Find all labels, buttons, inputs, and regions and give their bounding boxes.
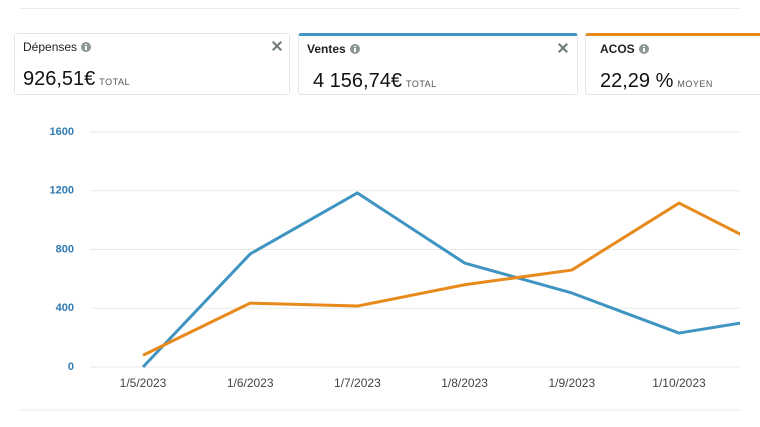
card-unit: TOTAL xyxy=(405,79,437,89)
card-title: ACOS xyxy=(600,42,649,56)
card-title-text: Dépenses xyxy=(23,40,78,54)
card-value: 22,29 % xyxy=(600,70,674,92)
y-tick-label: 1200 xyxy=(50,185,74,197)
series-line xyxy=(141,191,740,369)
y-tick-label: 400 xyxy=(56,302,74,314)
x-tick-label: 1/9/2023 xyxy=(548,376,595,390)
info-icon[interactable] xyxy=(638,44,649,54)
series-line xyxy=(142,201,740,357)
y-tick-label: 800 xyxy=(56,243,74,255)
metric-card[interactable]: Dépenses 926,51€ TOTAL xyxy=(14,33,290,95)
plot-area xyxy=(141,191,740,369)
card-value-row: 926,51€ TOTAL xyxy=(23,68,130,91)
card-title: Ventes xyxy=(307,42,360,56)
y-tick-label: 1600 xyxy=(50,126,74,138)
card-value: 926,51€ xyxy=(23,68,96,90)
card-value-row: 22,29 % MOYEN xyxy=(600,70,713,93)
card-title: Dépenses xyxy=(23,40,92,54)
divider xyxy=(20,8,740,9)
info-icon[interactable] xyxy=(81,42,92,52)
x-tick-label: 1/6/2023 xyxy=(227,376,274,390)
metric-card[interactable]: Ventes 4 156,74€ TOTAL xyxy=(298,33,578,95)
metric-card[interactable]: ACOS 22,29 % MOYEN xyxy=(585,33,760,95)
card-unit: TOTAL xyxy=(99,77,130,87)
card-title-text: Ventes xyxy=(307,42,346,56)
y-tick-label: 0 xyxy=(68,361,74,373)
card-value: 4 156,74€ xyxy=(313,70,402,92)
x-tick-label: 1/8/2023 xyxy=(441,376,488,390)
x-tick-label: 1/7/2023 xyxy=(334,376,381,390)
card-unit: MOYEN xyxy=(677,79,713,89)
card-title-text: ACOS xyxy=(600,42,635,56)
x-tick-label: 1/5/2023 xyxy=(120,376,167,390)
info-icon[interactable] xyxy=(349,44,360,54)
x-tick-label: 1/10/2023 xyxy=(652,376,706,390)
card-value-row: 4 156,74€ TOTAL xyxy=(313,70,437,93)
